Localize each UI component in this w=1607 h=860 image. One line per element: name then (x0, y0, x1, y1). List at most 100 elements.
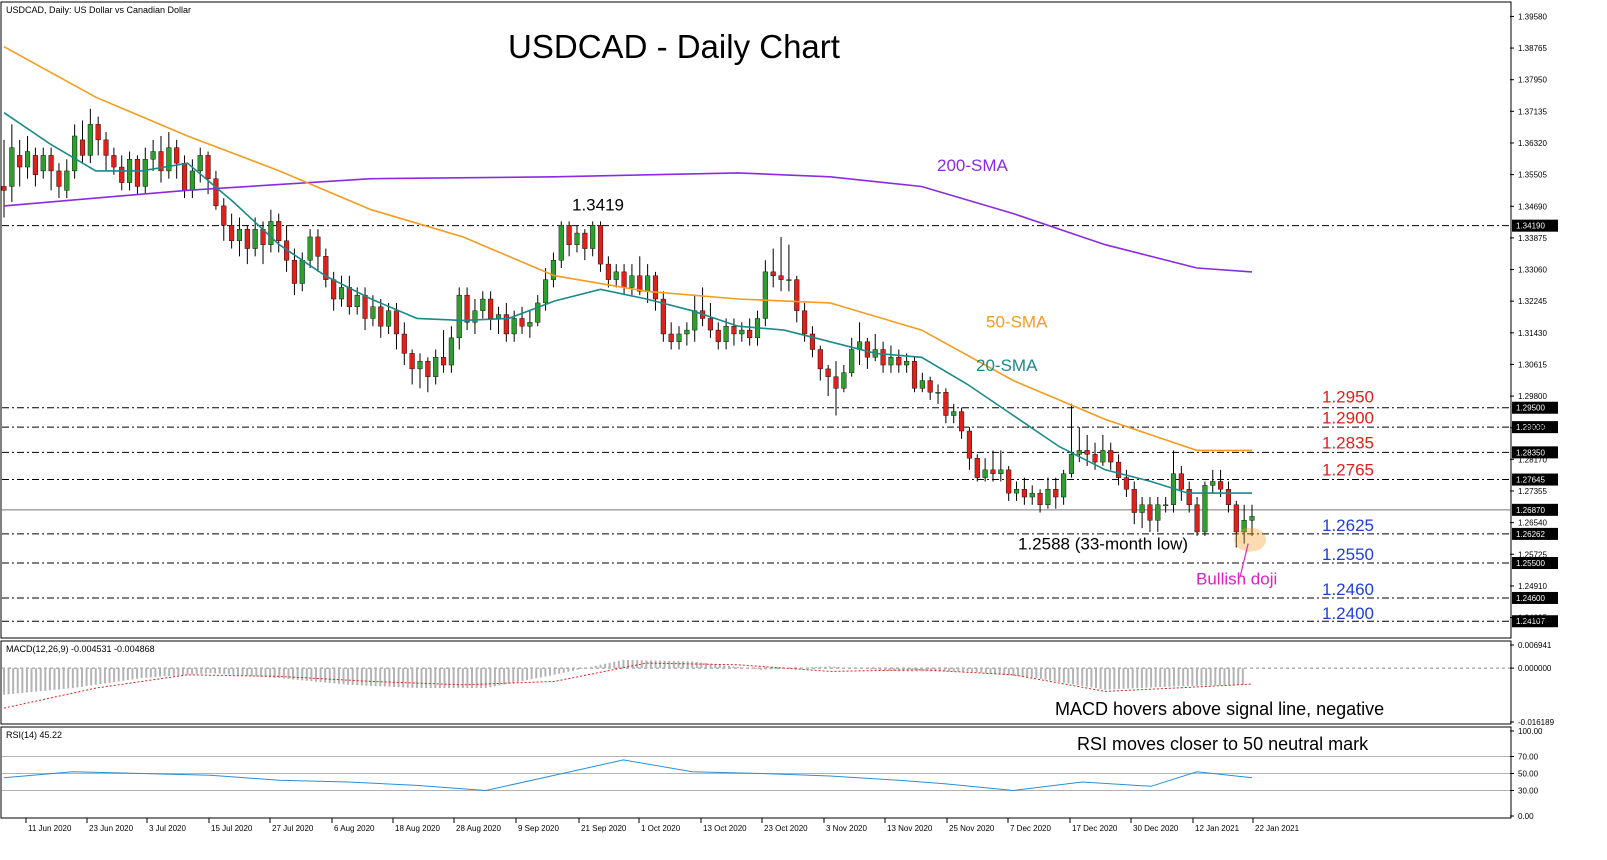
chart-title: USDCAD - Daily Chart (508, 28, 840, 65)
candle-body (550, 260, 556, 280)
candle-body (519, 318, 525, 327)
macd-annotation: MACD hovers above signal line, negative (1055, 699, 1384, 719)
candle-body (1029, 492, 1035, 498)
macd-signal-line (3, 662, 1253, 709)
candle-body (386, 310, 392, 327)
level-tag: 1.24600 (1516, 594, 1545, 603)
candle-body (134, 159, 140, 187)
price-y-tick-label: 1.26540 (1518, 519, 1547, 528)
candle-body (1147, 504, 1153, 521)
sma200-label: 200-SMA (937, 156, 1009, 175)
candle-body (150, 151, 156, 160)
price-y-tick-label: 1.37950 (1518, 76, 1547, 85)
candle-body (189, 170, 195, 191)
candle-body (731, 326, 737, 335)
candle-body (79, 139, 86, 156)
x-tick-label: 3 Nov 2020 (826, 824, 867, 833)
x-tick-label: 1 Oct 2020 (641, 824, 681, 833)
candle-body (1037, 492, 1043, 505)
level-tag: 1.24107 (1516, 617, 1545, 626)
candle-body (354, 294, 360, 308)
x-tick-label: 30 Dec 2020 (1133, 824, 1179, 833)
candle-body (888, 357, 894, 366)
candle-body (56, 170, 62, 187)
candle-body (393, 310, 400, 335)
candle-body (982, 469, 988, 478)
x-tick-label: 13 Nov 2020 (887, 824, 933, 833)
x-tick-label: 9 Sep 2020 (518, 824, 559, 833)
x-tick-label: 6 Aug 2020 (334, 824, 375, 833)
x-tick-label: 12 Jan 2021 (1195, 824, 1240, 833)
candle-body (95, 124, 101, 141)
candle-body (1108, 450, 1114, 463)
candle-body (48, 155, 54, 172)
level-label-1.2400: 1.2400 (1322, 604, 1374, 623)
candle-body (880, 349, 886, 366)
candle-body (1006, 469, 1012, 494)
price-y-tick-label: 1.36320 (1518, 139, 1547, 148)
candle-body (1241, 520, 1247, 533)
candle-body (1068, 454, 1075, 474)
candle-body (527, 322, 533, 327)
candle-body (904, 360, 910, 366)
x-axis: 11 Jun 2020 23 Jun 2020 3 Jul 2020 15 Jul 2… (25, 818, 1300, 833)
doji-label: Bullish doji (1196, 569, 1277, 588)
macd-y-tick-label: 0.006941 (1518, 641, 1552, 650)
candle-body (637, 275, 643, 292)
candle-body (911, 360, 918, 389)
candle-body (1178, 473, 1184, 490)
candle-body (1084, 450, 1090, 455)
candle-body (998, 469, 1004, 474)
x-tick-label: 18 Aug 2020 (395, 824, 440, 833)
level-tag-box (1512, 421, 1558, 434)
candle-body (488, 298, 494, 319)
candle-body (401, 333, 407, 354)
candle-body (990, 469, 996, 474)
candle-body (236, 228, 243, 242)
candle-body (590, 225, 596, 249)
level-tag-box (1512, 527, 1558, 540)
level-label-1.2950: 1.2950 (1322, 388, 1374, 407)
level-tag: 1.34190 (1516, 222, 1545, 231)
rsi-panel-frame (0, 726, 1512, 819)
candle-body (511, 318, 517, 335)
rsi-label: RSI(14) 45.22 (6, 730, 62, 740)
candle-body (32, 155, 38, 176)
candle-body (574, 232, 580, 245)
candle-body (299, 260, 305, 284)
level-label-1.2900: 1.2900 (1322, 408, 1374, 427)
candle-body (17, 155, 23, 168)
candle-body (1202, 485, 1208, 533)
candle-body (802, 310, 808, 335)
candle-body (323, 256, 329, 280)
candle-body (707, 318, 713, 331)
candle-body (715, 329, 721, 342)
level-tag: 1.26262 (1516, 530, 1545, 539)
x-tick-label: 7 Dec 2020 (1010, 824, 1051, 833)
candle-body (142, 159, 148, 187)
price-y-tick-label: 1.27355 (1518, 487, 1547, 496)
candle-body (1076, 450, 1082, 455)
candle-body (621, 271, 627, 288)
candle-body (558, 225, 564, 261)
candle-body (103, 139, 109, 156)
x-tick-label: 22 Jan 2021 (1255, 824, 1300, 833)
candle-body (268, 221, 274, 245)
candle-body (362, 294, 368, 319)
candle-body (197, 155, 203, 172)
candle-body (291, 260, 297, 284)
candle-body (943, 392, 949, 416)
candle-body (778, 275, 784, 280)
candle-body (331, 279, 337, 300)
candle-body (1100, 450, 1106, 463)
level-tag: 1.28350 (1516, 448, 1545, 457)
candle-body (346, 287, 352, 308)
candle-body (456, 294, 462, 339)
level-label-1.2550: 1.2550 (1322, 545, 1374, 564)
candle-body (370, 306, 376, 319)
candle-body (841, 372, 847, 389)
candle-body (566, 225, 572, 245)
candle-body (229, 225, 235, 242)
symbol-info: USDCAD, Daily: US Dollar vs Canadian Dol… (6, 5, 191, 15)
candle-body (425, 360, 431, 377)
